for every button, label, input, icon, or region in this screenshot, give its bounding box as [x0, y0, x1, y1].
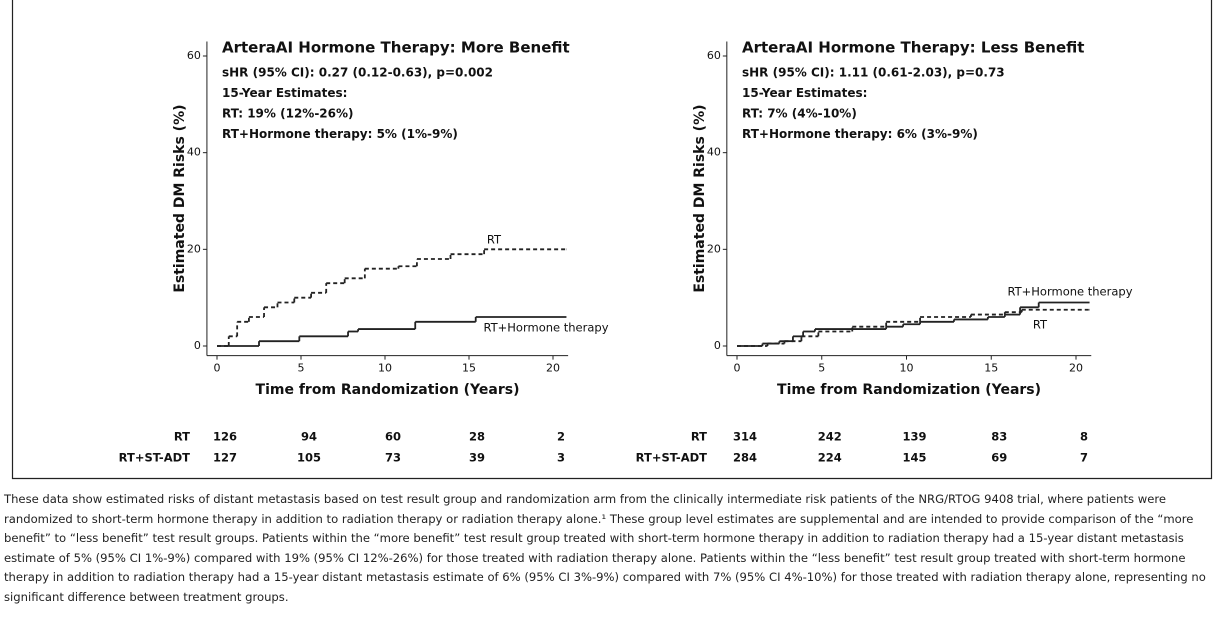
risk-row-label: RT+ST-ADT [119, 451, 190, 465]
series-label: RT [1033, 318, 1048, 332]
risk-count: 242 [818, 430, 842, 444]
risk-count: 3 [557, 451, 565, 465]
risk-count: 94 [301, 430, 317, 444]
risk-count: 127 [213, 451, 237, 465]
x-tick-label: 20 [1069, 362, 1083, 375]
risk-count: 73 [385, 451, 401, 465]
annotation: RT: 19% (12%-26%) [222, 107, 354, 121]
x-tick-label: 10 [378, 362, 392, 375]
risk-count: 145 [902, 451, 926, 465]
risk-count: 126 [213, 430, 237, 444]
annotation: RT: 7% (4%-10%) [742, 107, 857, 121]
risk-count: 8 [1080, 430, 1088, 444]
x-tick-label: 15 [984, 362, 998, 375]
risk-row-label: RT+ST-ADT [636, 451, 707, 465]
risk-count: 139 [902, 430, 926, 444]
x-axis-label: Time from Randomization (Years) [256, 382, 520, 398]
x-tick-label: 0 [214, 362, 221, 375]
y-tick-label: 0 [714, 339, 721, 352]
risk-count: 7 [1080, 451, 1088, 465]
annotation: 15-Year Estimates: [742, 86, 867, 100]
frame [11, 0, 1213, 480]
risk-count: 83 [991, 430, 1007, 444]
y-axis-label: Estimated DM Risks (%) [172, 104, 188, 292]
series-label: RT+Hormone therapy [1007, 285, 1132, 299]
description: These data show estimated risks of dista… [4, 492, 1206, 604]
x-tick-label: 0 [734, 362, 741, 375]
series-label: RT+Hormone therapy [483, 321, 608, 335]
y-axis-label: Estimated DM Risks (%) [692, 104, 708, 292]
series-label: RT [487, 233, 502, 247]
annotation: RT+Hormone therapy: 5% (1%-9%) [222, 127, 458, 141]
x-tick-label: 15 [462, 362, 476, 375]
y-tick-label: 40 [187, 146, 201, 159]
y-tick-label: 60 [187, 49, 201, 62]
y-tick-label: 60 [707, 49, 721, 62]
x-tick-label: 5 [818, 362, 825, 375]
annotation: 15-Year Estimates: [222, 86, 347, 100]
risk-count: 284 [733, 451, 757, 465]
annotation: RT+Hormone therapy: 6% (3%-9%) [742, 127, 978, 141]
risk-count: 2 [557, 430, 565, 444]
y-tick-label: 0 [194, 339, 201, 352]
risk-count: 105 [297, 451, 321, 465]
risk-row-label: RT [691, 430, 707, 444]
risk-count: 69 [991, 451, 1007, 465]
risk-count: 60 [385, 430, 401, 444]
chart-title: ArteraAI Hormone Therapy: Less Benefit [742, 39, 1084, 57]
annotation: sHR (95% CI): 1.11 (0.61-2.03), p=0.73 [742, 66, 1005, 80]
x-tick-label: 10 [900, 362, 914, 375]
annotation: sHR (95% CI): 0.27 (0.12-0.63), p=0.002 [222, 66, 493, 80]
y-tick-label: 20 [187, 242, 201, 255]
y-tick-label: 20 [707, 242, 721, 255]
risk-count: 314 [733, 430, 757, 444]
y-tick-label: 40 [707, 146, 721, 159]
risk-count: 39 [469, 451, 485, 465]
x-axis-label: Time from Randomization (Years) [777, 382, 1041, 398]
x-tick-label: 20 [546, 362, 560, 375]
risk-count: 28 [469, 430, 485, 444]
chart-title: ArteraAI Hormone Therapy: More Benefit [222, 39, 570, 57]
risk-count: 224 [818, 451, 842, 465]
risk-row-label: RT [174, 430, 190, 444]
x-tick-label: 5 [298, 362, 305, 375]
